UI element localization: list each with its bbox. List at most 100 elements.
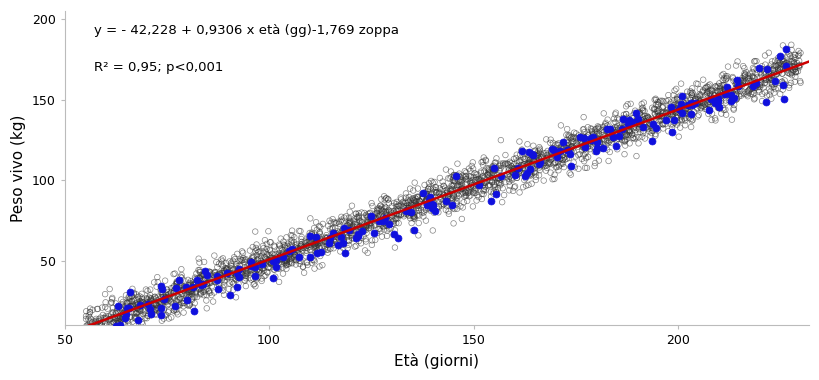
Point	[378, 226, 391, 233]
Point	[124, 294, 138, 300]
Point	[711, 99, 724, 105]
Point	[528, 154, 541, 160]
Point	[256, 266, 269, 272]
Point	[744, 82, 758, 89]
Point	[193, 273, 206, 279]
Point	[441, 211, 455, 217]
Point	[527, 158, 541, 164]
Point	[193, 276, 206, 282]
Point	[406, 211, 419, 217]
Point	[220, 266, 233, 272]
Point	[690, 100, 703, 106]
Point	[419, 196, 432, 203]
Point	[158, 312, 171, 318]
Point	[696, 77, 709, 83]
Point	[475, 174, 488, 180]
Point	[717, 75, 730, 81]
Point	[403, 210, 416, 216]
Point	[506, 166, 519, 173]
Point	[617, 128, 630, 134]
Point	[635, 101, 648, 107]
Point	[115, 317, 128, 323]
Point	[159, 294, 172, 301]
Point	[289, 242, 302, 248]
Point	[667, 97, 681, 103]
Point	[629, 153, 642, 159]
Point	[758, 80, 771, 86]
Point	[729, 76, 742, 82]
Point	[486, 165, 500, 171]
Point	[552, 151, 565, 157]
Point	[269, 260, 283, 266]
Point	[389, 220, 402, 226]
Point	[301, 262, 314, 268]
Point	[388, 244, 401, 250]
Point	[718, 77, 731, 83]
Point	[262, 252, 275, 258]
Point	[360, 223, 373, 229]
Point	[230, 284, 243, 290]
Point	[704, 97, 717, 103]
Point	[464, 163, 477, 169]
Point	[279, 234, 292, 241]
Point	[486, 188, 500, 194]
Point	[744, 78, 758, 84]
Point	[442, 191, 455, 197]
Point	[220, 269, 233, 275]
Point	[449, 173, 462, 179]
Point	[586, 133, 599, 139]
Point	[260, 269, 274, 275]
Point	[572, 151, 586, 157]
Point	[659, 109, 672, 116]
Point	[364, 213, 378, 219]
Point	[610, 130, 623, 136]
Point	[352, 215, 365, 222]
Point	[173, 302, 186, 309]
Point	[547, 160, 560, 166]
Point	[497, 192, 510, 198]
Point	[711, 89, 724, 95]
Point	[115, 324, 129, 330]
Point	[182, 287, 195, 293]
Point	[83, 324, 96, 330]
Point	[705, 99, 718, 105]
Point	[700, 90, 713, 96]
Point	[182, 292, 195, 298]
Point	[441, 188, 454, 195]
Point	[576, 127, 589, 133]
Point	[592, 136, 605, 142]
Point	[186, 284, 199, 290]
Point	[725, 92, 738, 98]
Point	[210, 259, 223, 265]
Point	[724, 90, 737, 96]
Point	[538, 160, 551, 166]
Point	[670, 94, 683, 100]
Point	[217, 268, 230, 274]
Point	[458, 189, 471, 195]
Point	[477, 191, 490, 197]
Point	[324, 246, 337, 252]
Point	[470, 192, 483, 198]
Point	[521, 156, 534, 162]
Point	[274, 257, 287, 263]
Point	[164, 290, 177, 296]
Point	[743, 86, 756, 92]
Point	[129, 301, 143, 307]
Point	[229, 276, 242, 282]
Point	[680, 89, 693, 95]
Point	[97, 330, 111, 336]
Point	[780, 60, 793, 66]
Point	[96, 312, 109, 318]
Point	[649, 109, 663, 115]
Point	[143, 298, 156, 304]
Point	[243, 268, 256, 274]
Point	[434, 196, 447, 202]
Point	[626, 112, 639, 119]
Point	[334, 214, 347, 220]
Point	[261, 228, 274, 234]
Point	[637, 116, 650, 122]
Point	[237, 255, 250, 261]
Point	[590, 125, 604, 131]
Point	[358, 247, 371, 253]
Point	[335, 217, 348, 223]
